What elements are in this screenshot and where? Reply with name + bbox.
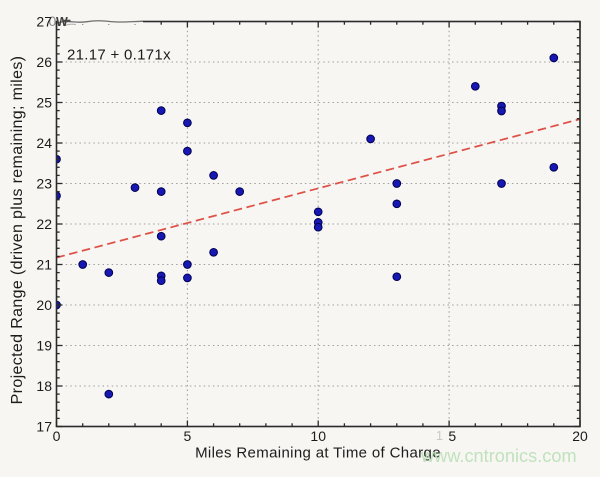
svg-text:22: 22 (36, 216, 52, 232)
svg-text:21.17 + 0.171x: 21.17 + 0.171x (67, 46, 171, 63)
svg-text:W: W (56, 15, 68, 29)
svg-text:23: 23 (36, 176, 52, 192)
svg-text:1: 1 (436, 428, 443, 443)
svg-text:19: 19 (36, 338, 52, 354)
svg-text:24: 24 (36, 135, 52, 151)
svg-text:0: 0 (49, 13, 57, 29)
svg-text:Projected Range (driven plus r: Projected Range (driven plus remaining; … (9, 56, 26, 405)
svg-text:5: 5 (448, 428, 456, 444)
svg-text:0: 0 (53, 428, 61, 444)
svg-text:10: 10 (310, 428, 326, 444)
svg-text:20: 20 (572, 428, 588, 444)
svg-text:18: 18 (36, 378, 52, 394)
svg-text:26: 26 (36, 54, 52, 70)
svg-text:21: 21 (36, 257, 52, 273)
svg-text:www.cntronics.com: www.cntronics.com (420, 446, 577, 466)
svg-text:5: 5 (184, 428, 192, 444)
svg-text:Miles Remaining at Time of Cha: Miles Remaining at Time of Charge (195, 445, 441, 462)
svg-text:25: 25 (36, 95, 52, 111)
svg-text:17: 17 (36, 419, 52, 435)
svg-text:20: 20 (36, 297, 52, 313)
svg-text:27: 27 (36, 14, 52, 30)
